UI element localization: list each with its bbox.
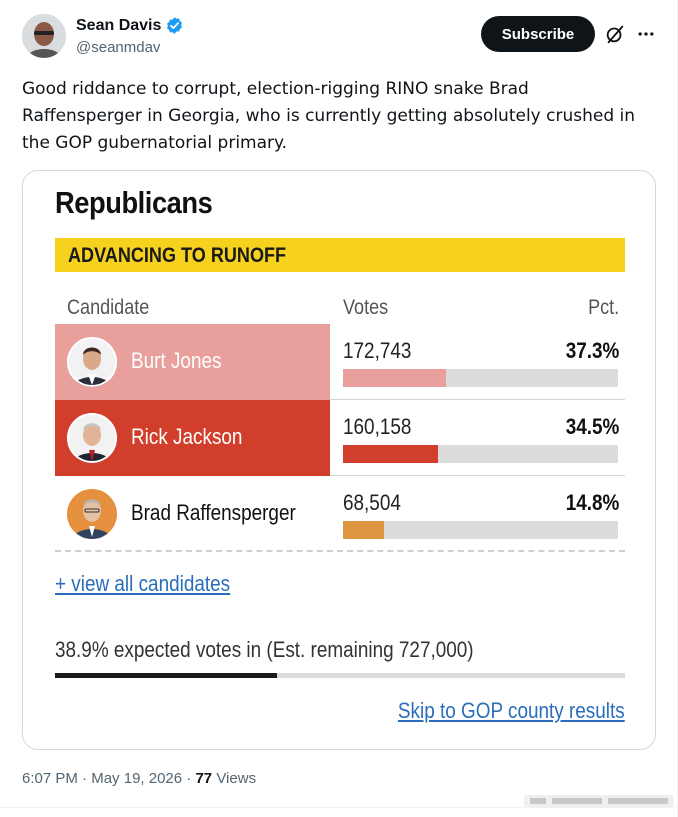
meta-separator: · <box>182 770 196 787</box>
meta-separator: · <box>77 770 92 787</box>
candidate-votes: 172,743 <box>343 338 412 363</box>
candidate-name: Brad Raffensperger <box>131 500 296 525</box>
expected-votes-progress-fill <box>55 673 277 678</box>
column-header-candidate: Candidate <box>67 296 150 319</box>
tweet-time[interactable]: 6:07 PM <box>22 770 78 787</box>
candidate-row: Brad Raffensperger 68,504 14.8% <box>55 476 625 552</box>
vote-share-bar <box>343 445 618 463</box>
tweet-text: Good riddance to corrupt, election-riggi… <box>22 79 636 153</box>
views-label: Views <box>216 770 257 787</box>
candidate-name: Burt Jones <box>131 348 222 373</box>
vote-share-bar <box>343 369 618 387</box>
candidate-pct: 37.3% <box>565 338 619 363</box>
candidate-row: Rick Jackson 160,158 34.5% <box>55 400 625 476</box>
vote-share-fill <box>343 369 446 387</box>
skip-county-results-link[interactable]: Skip to GOP county results <box>398 698 625 723</box>
expected-votes-progress <box>55 673 625 678</box>
media-card[interactable]: Republicans ADVANCING TO RUNOFF Candidat… <box>22 170 656 750</box>
subscribe-button[interactable]: Subscribe <box>481 16 595 52</box>
candidate-photo <box>67 337 117 387</box>
author-name-row: Sean Davis <box>76 16 184 35</box>
runoff-banner: ADVANCING TO RUNOFF <box>55 238 625 272</box>
vote-share-fill <box>343 445 438 463</box>
avatar[interactable] <box>22 14 66 58</box>
tweet-meta: 6:07 PM · May 19, 2026 · 77 Views <box>22 770 256 787</box>
expected-votes-text: 38.9% expected votes in (Est. remaining … <box>55 637 474 662</box>
dashed-divider <box>55 550 625 552</box>
row-divider <box>330 475 625 476</box>
candidate-photo <box>67 413 117 463</box>
vote-share-bar <box>343 521 618 539</box>
results-title: Republicans <box>55 185 213 220</box>
results-graphic: Republicans ADVANCING TO RUNOFF Candidat… <box>23 171 655 749</box>
candidate-votes: 68,504 <box>343 490 401 515</box>
column-header-votes: Votes <box>343 296 389 319</box>
view-all-candidates-link[interactable]: + view all candidates <box>55 571 231 596</box>
watermark-icon <box>524 795 674 807</box>
runoff-banner-text: ADVANCING TO RUNOFF <box>68 244 287 267</box>
vote-share-fill <box>343 521 384 539</box>
candidate-photo <box>67 489 117 539</box>
more-dots-icon[interactable] <box>636 24 656 44</box>
candidate-name: Rick Jackson <box>131 424 243 449</box>
bottom-divider <box>0 807 678 808</box>
candidate-votes: 160,158 <box>343 414 412 439</box>
candidate-pct: 34.5% <box>565 414 619 439</box>
candidate-row: Burt Jones 172,743 37.3% <box>55 324 625 400</box>
author-display-name[interactable]: Sean Davis <box>76 16 162 34</box>
grok-icon[interactable] <box>604 23 626 45</box>
column-header-pct: Pct. <box>587 296 619 319</box>
views-count: 77 <box>195 770 213 787</box>
row-divider <box>330 399 625 400</box>
verified-badge-icon <box>167 17 183 34</box>
avatar-photo <box>22 14 66 58</box>
candidate-pct: 14.8% <box>565 490 619 515</box>
author-handle[interactable]: @seanmdav <box>76 39 161 56</box>
tweet-date[interactable]: May 19, 2026 <box>91 770 183 787</box>
